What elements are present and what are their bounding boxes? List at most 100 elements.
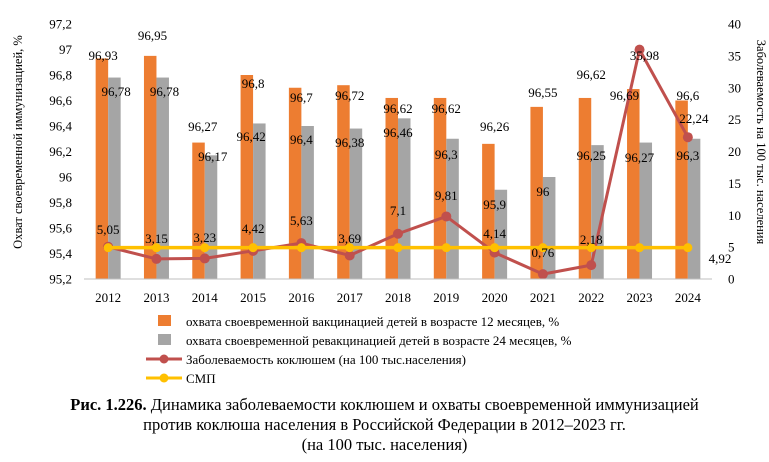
bar (156, 77, 169, 279)
y-left-tick-label: 97,2 (49, 17, 72, 32)
legend-label: охвата своевременной ревакцинацией детей… (186, 333, 572, 348)
series-point (683, 243, 693, 253)
bar-data-label: 96,27 (625, 150, 655, 165)
series-point (199, 253, 210, 264)
series-point (586, 260, 597, 271)
legend-swatch (158, 334, 171, 345)
series-point (538, 243, 548, 253)
bar-data-label: 96,62 (432, 101, 461, 116)
bar-data-label: 96,62 (383, 101, 412, 116)
series-point (441, 211, 452, 222)
x-tick-label: 2018 (385, 290, 411, 305)
series-point (634, 44, 645, 55)
bar-data-label: 96,93 (89, 48, 118, 63)
figure-caption: Рис. 1.226. Динамика заболеваемости кокл… (0, 395, 769, 455)
bar-data-label: 96,25 (577, 148, 606, 163)
y-right-tick-label: 30 (728, 80, 741, 95)
series-point (248, 243, 258, 253)
bar (675, 100, 688, 279)
bar-data-label: 96,3 (435, 147, 458, 162)
bar-data-label: 96,46 (383, 125, 413, 140)
y-left-tick-label: 96,2 (49, 144, 72, 159)
bar (398, 118, 411, 279)
y-left-tick-label: 96 (59, 170, 73, 185)
bar (240, 75, 254, 279)
x-tick-label: 2020 (482, 290, 508, 305)
bar-data-label: 96,72 (335, 88, 364, 103)
y-right-tick-label: 5 (728, 240, 735, 255)
bar (108, 77, 121, 279)
line-data-label: 4,92 (709, 251, 732, 266)
legend-swatch-marker (159, 354, 169, 364)
bar (143, 55, 157, 279)
caption-line-3: (на 100 тыс. населения) (301, 435, 468, 454)
legend-label: СМП (186, 371, 216, 386)
y-right-tick-label: 15 (728, 176, 741, 191)
line-data-label: 0,76 (532, 245, 555, 260)
caption-prefix: Рис. 1.226. (70, 395, 147, 414)
legend-swatch (158, 315, 171, 326)
series-point (345, 243, 355, 253)
line-data-label: 5,05 (97, 222, 120, 237)
x-tick-label: 2015 (240, 290, 266, 305)
y-right-tick-label: 35 (728, 48, 741, 63)
line-data-label: 5,63 (290, 213, 313, 228)
series-point (151, 253, 162, 264)
series-point (296, 243, 306, 253)
caption-line-2: против коклюша населения в Российской Фе… (143, 415, 626, 434)
line-data-label: 9,81 (435, 188, 458, 203)
bar-data-label: 96,26 (480, 119, 510, 134)
y-right-tick-label: 0 (728, 272, 735, 287)
bar (542, 177, 556, 279)
line-data-label: 4,42 (242, 221, 265, 236)
bar-data-label: 96,3 (676, 148, 699, 163)
y-left-tick-label: 95,6 (49, 221, 72, 236)
bar-series (95, 55, 701, 280)
line-data-label: 35,98 (630, 48, 659, 63)
bar-data-label: 96,55 (528, 85, 557, 100)
caption-line-1: Динамика заболеваемости коклюшем и охват… (146, 395, 699, 414)
y-right-tick-label: 40 (728, 17, 741, 32)
line-data-label: 4,14 (483, 226, 506, 241)
bar-data-label: 96,78 (102, 84, 131, 99)
y-left-tick-label: 96,8 (49, 68, 72, 83)
bar-data-label: 96,69 (610, 88, 639, 103)
series-point (537, 269, 548, 280)
bar (530, 106, 543, 279)
x-tick-label: 2023 (627, 290, 653, 305)
bar (288, 87, 302, 279)
line-data-label: 3,69 (338, 231, 361, 246)
series-point (344, 250, 355, 261)
legend-label: охвата своевременной вакцинацией детей в… (186, 314, 559, 329)
y-left-tick-label: 97 (59, 42, 73, 57)
bar-data-label: 96,62 (577, 67, 606, 82)
bar-data-label: 96,6 (676, 88, 699, 103)
bar (433, 97, 447, 279)
bar (578, 97, 592, 279)
x-tick-label: 2022 (578, 290, 604, 305)
series-point (103, 243, 113, 253)
series-point (393, 228, 403, 239)
line-data-label: 2,18 (580, 232, 603, 247)
x-tick-label: 2012 (95, 290, 121, 305)
series-point (151, 243, 161, 253)
bar-data-label: 96,42 (236, 129, 265, 144)
bar (337, 85, 350, 279)
series-point (200, 243, 210, 253)
y-axis-left-title: Охват своевременной иммунизацией, % (11, 35, 25, 249)
bar-data-label: 96,78 (150, 84, 179, 99)
bar-data-label: 96,8 (242, 76, 265, 91)
bar (446, 138, 459, 279)
series-point (635, 243, 645, 253)
x-tick-label: 2016 (288, 290, 315, 305)
x-tick-label: 2024 (675, 290, 702, 305)
bar (349, 128, 363, 279)
x-tick-label: 2019 (433, 290, 459, 305)
bar-data-label: 96,95 (138, 28, 167, 43)
data-labels: 96,93 96,78 96,95 96,78 96,27 96,17 96,8 96,42 9… (89, 28, 732, 266)
y-left-tick-label: 95,2 (49, 272, 72, 287)
legend: охвата своевременной вакцинацией детей в… (146, 314, 572, 386)
series-point (490, 243, 500, 253)
series-point (441, 243, 451, 253)
bar-data-label: 96 (536, 184, 550, 199)
